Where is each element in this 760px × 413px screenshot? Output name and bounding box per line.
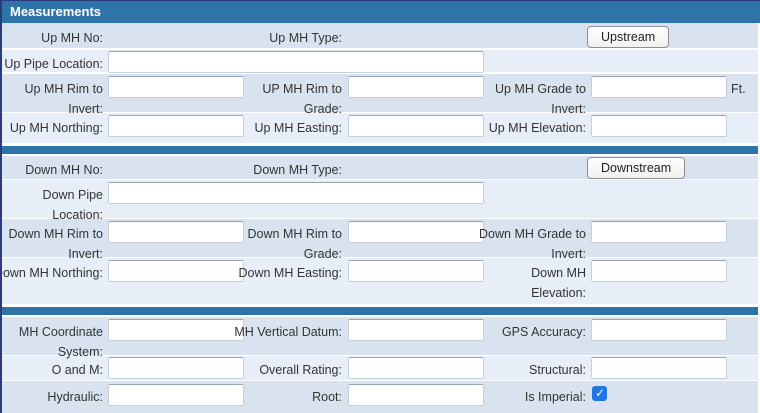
gps-accuracy-input[interactable] bbox=[591, 319, 727, 341]
upstream-button[interactable]: Upstream bbox=[587, 26, 670, 48]
down-mh-rim-to-invert-input[interactable] bbox=[108, 221, 244, 243]
up-mh-rim-to-grade-input[interactable] bbox=[348, 76, 484, 98]
root-input[interactable] bbox=[348, 384, 484, 406]
ft-unit-label: Ft. bbox=[731, 82, 746, 96]
down-pipe-location-input[interactable] bbox=[108, 182, 484, 204]
mh-vertical-datum-input[interactable] bbox=[348, 319, 484, 341]
hydraulic-input[interactable] bbox=[108, 384, 244, 406]
downstream-button[interactable]: Downstream bbox=[587, 157, 686, 179]
panel-title: Measurements bbox=[10, 4, 102, 19]
overall-rating-input[interactable] bbox=[348, 357, 484, 379]
o-and-m-input[interactable] bbox=[108, 357, 244, 379]
section-separator-misc bbox=[2, 307, 758, 315]
up-mh-easting-input[interactable] bbox=[348, 115, 484, 137]
mh-coordinate-system-input[interactable] bbox=[108, 319, 244, 341]
structural-input[interactable] bbox=[591, 357, 727, 379]
up-mh-northing-input[interactable] bbox=[108, 115, 244, 137]
up-pipe-location-input[interactable] bbox=[108, 51, 484, 73]
panel-header: Measurements bbox=[2, 1, 760, 23]
row-band-down-mh-no bbox=[2, 156, 758, 179]
down-mh-northing-input[interactable] bbox=[108, 260, 244, 282]
section-separator-down bbox=[2, 146, 758, 154]
down-mh-elevation-input[interactable] bbox=[591, 260, 727, 282]
up-mh-elevation-input[interactable] bbox=[591, 115, 727, 137]
down-mh-grade-to-invert-input[interactable] bbox=[591, 221, 727, 243]
up-mh-rim-to-invert-input[interactable] bbox=[108, 76, 244, 98]
down-mh-rim-to-grade-input[interactable] bbox=[348, 221, 484, 243]
down-mh-easting-input[interactable] bbox=[348, 260, 484, 282]
is-imperial-checkbox[interactable] bbox=[592, 386, 607, 401]
up-mh-grade-to-invert-input[interactable] bbox=[591, 76, 727, 98]
